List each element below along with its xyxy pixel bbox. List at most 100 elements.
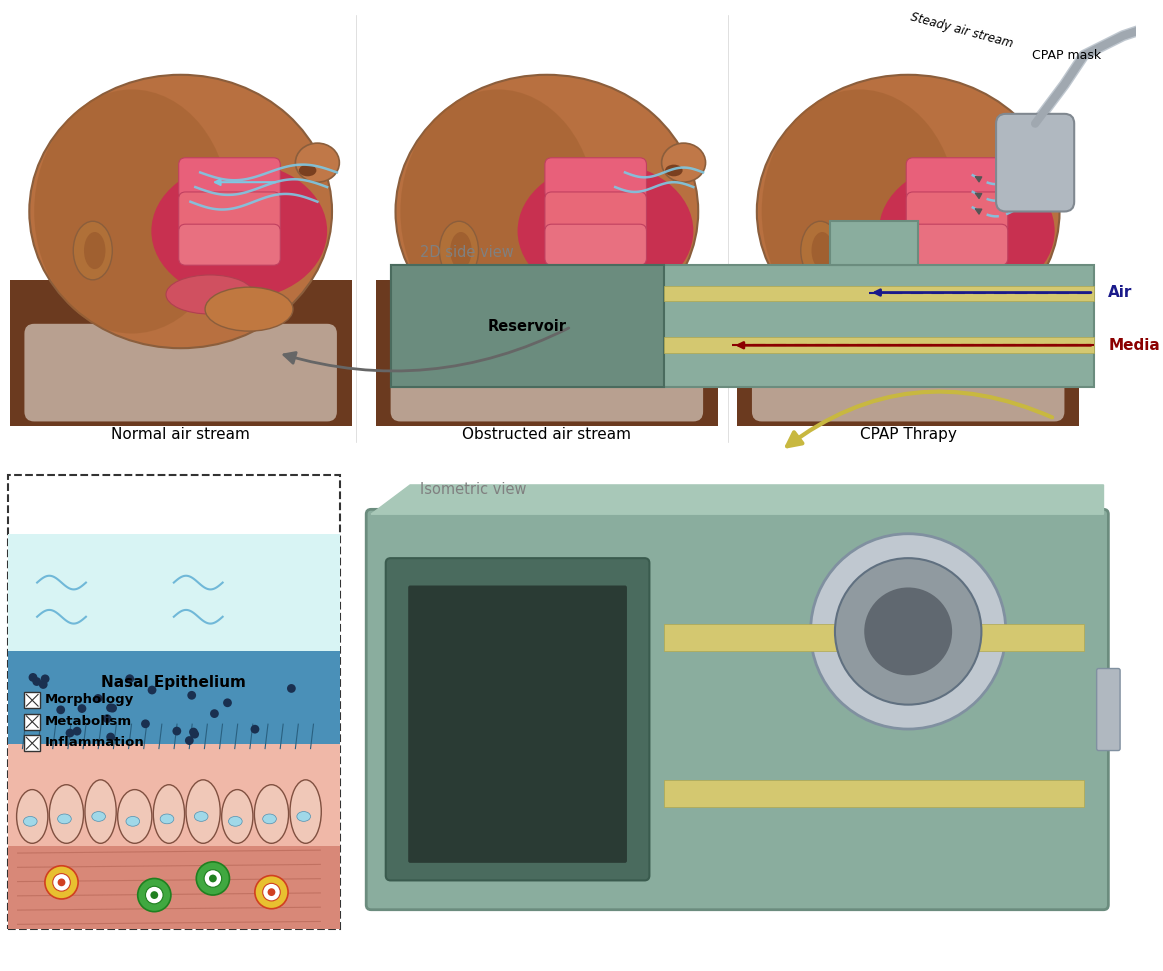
FancyBboxPatch shape — [24, 323, 337, 421]
Circle shape — [864, 587, 952, 676]
Text: Steady air stream: Steady air stream — [909, 11, 1014, 50]
Ellipse shape — [395, 75, 698, 349]
Circle shape — [65, 728, 74, 737]
Circle shape — [811, 534, 1006, 729]
Bar — [8, 534, 340, 651]
Text: Reservoir: Reservoir — [487, 319, 566, 334]
Circle shape — [126, 674, 134, 684]
Circle shape — [209, 875, 216, 883]
Bar — [664, 338, 1093, 353]
Ellipse shape — [801, 221, 840, 280]
Polygon shape — [371, 485, 1104, 515]
Ellipse shape — [117, 789, 152, 843]
Circle shape — [78, 704, 86, 713]
Ellipse shape — [16, 789, 48, 843]
Ellipse shape — [151, 163, 327, 299]
FancyBboxPatch shape — [179, 157, 280, 199]
Circle shape — [190, 727, 198, 736]
Circle shape — [94, 694, 102, 703]
Circle shape — [267, 888, 276, 896]
Circle shape — [223, 698, 231, 707]
Ellipse shape — [23, 817, 37, 826]
Circle shape — [204, 870, 222, 887]
FancyBboxPatch shape — [545, 157, 647, 199]
Ellipse shape — [205, 287, 293, 331]
Ellipse shape — [186, 780, 220, 843]
Circle shape — [137, 879, 171, 912]
Circle shape — [106, 703, 115, 712]
Circle shape — [185, 736, 194, 745]
Circle shape — [41, 675, 50, 684]
Circle shape — [148, 686, 157, 694]
Text: 2D side view: 2D side view — [420, 245, 514, 260]
Ellipse shape — [194, 812, 208, 821]
Circle shape — [263, 884, 280, 901]
Bar — [376, 280, 718, 426]
Circle shape — [29, 673, 37, 682]
Text: Nasal Epithelium: Nasal Epithelium — [101, 676, 247, 690]
Ellipse shape — [154, 785, 185, 843]
FancyBboxPatch shape — [179, 192, 280, 233]
FancyBboxPatch shape — [996, 114, 1075, 212]
Ellipse shape — [662, 143, 706, 183]
Circle shape — [150, 891, 158, 899]
Text: CPAP mask: CPAP mask — [1032, 49, 1101, 62]
Bar — [664, 623, 1084, 651]
Ellipse shape — [933, 287, 1020, 331]
Circle shape — [38, 680, 48, 688]
Circle shape — [835, 558, 982, 705]
Text: Normal air stream: Normal air stream — [112, 426, 250, 442]
Ellipse shape — [85, 780, 116, 843]
Ellipse shape — [571, 287, 659, 331]
Ellipse shape — [757, 75, 1059, 349]
Bar — [391, 265, 664, 387]
Text: Morphology: Morphology — [45, 693, 134, 706]
Ellipse shape — [812, 232, 833, 269]
FancyBboxPatch shape — [391, 323, 704, 421]
Ellipse shape — [49, 785, 84, 843]
Ellipse shape — [126, 817, 140, 826]
Ellipse shape — [1026, 165, 1044, 177]
Circle shape — [33, 677, 41, 686]
FancyBboxPatch shape — [545, 192, 647, 233]
Circle shape — [172, 726, 181, 735]
Circle shape — [108, 704, 117, 713]
Ellipse shape — [263, 814, 277, 823]
Ellipse shape — [533, 275, 620, 314]
Ellipse shape — [228, 817, 242, 826]
FancyBboxPatch shape — [545, 224, 647, 265]
FancyBboxPatch shape — [906, 157, 1008, 199]
Circle shape — [187, 691, 197, 700]
Ellipse shape — [400, 89, 595, 334]
Ellipse shape — [73, 221, 113, 280]
Circle shape — [141, 720, 150, 728]
Ellipse shape — [34, 89, 229, 334]
Circle shape — [102, 715, 112, 723]
Ellipse shape — [84, 232, 106, 269]
FancyBboxPatch shape — [408, 586, 627, 863]
Circle shape — [106, 733, 115, 742]
FancyBboxPatch shape — [752, 323, 1064, 421]
Text: Obstructed air stream: Obstructed air stream — [463, 426, 632, 442]
Circle shape — [211, 709, 219, 718]
Circle shape — [72, 726, 81, 736]
Ellipse shape — [762, 89, 957, 334]
Ellipse shape — [1023, 143, 1066, 183]
Text: Metabolism: Metabolism — [45, 715, 133, 727]
Ellipse shape — [665, 165, 683, 177]
Circle shape — [250, 724, 259, 733]
Text: Air: Air — [1108, 285, 1133, 300]
Text: Inflammation: Inflammation — [45, 736, 144, 750]
Ellipse shape — [450, 232, 472, 269]
Text: CPAP Thrapy: CPAP Thrapy — [859, 426, 957, 442]
Ellipse shape — [166, 275, 254, 314]
Circle shape — [52, 874, 70, 891]
Ellipse shape — [893, 275, 982, 314]
Ellipse shape — [160, 814, 173, 823]
Bar — [830, 221, 918, 265]
Circle shape — [255, 876, 288, 909]
FancyBboxPatch shape — [906, 192, 1008, 233]
Ellipse shape — [295, 143, 340, 183]
Circle shape — [56, 706, 65, 715]
Circle shape — [145, 887, 163, 904]
